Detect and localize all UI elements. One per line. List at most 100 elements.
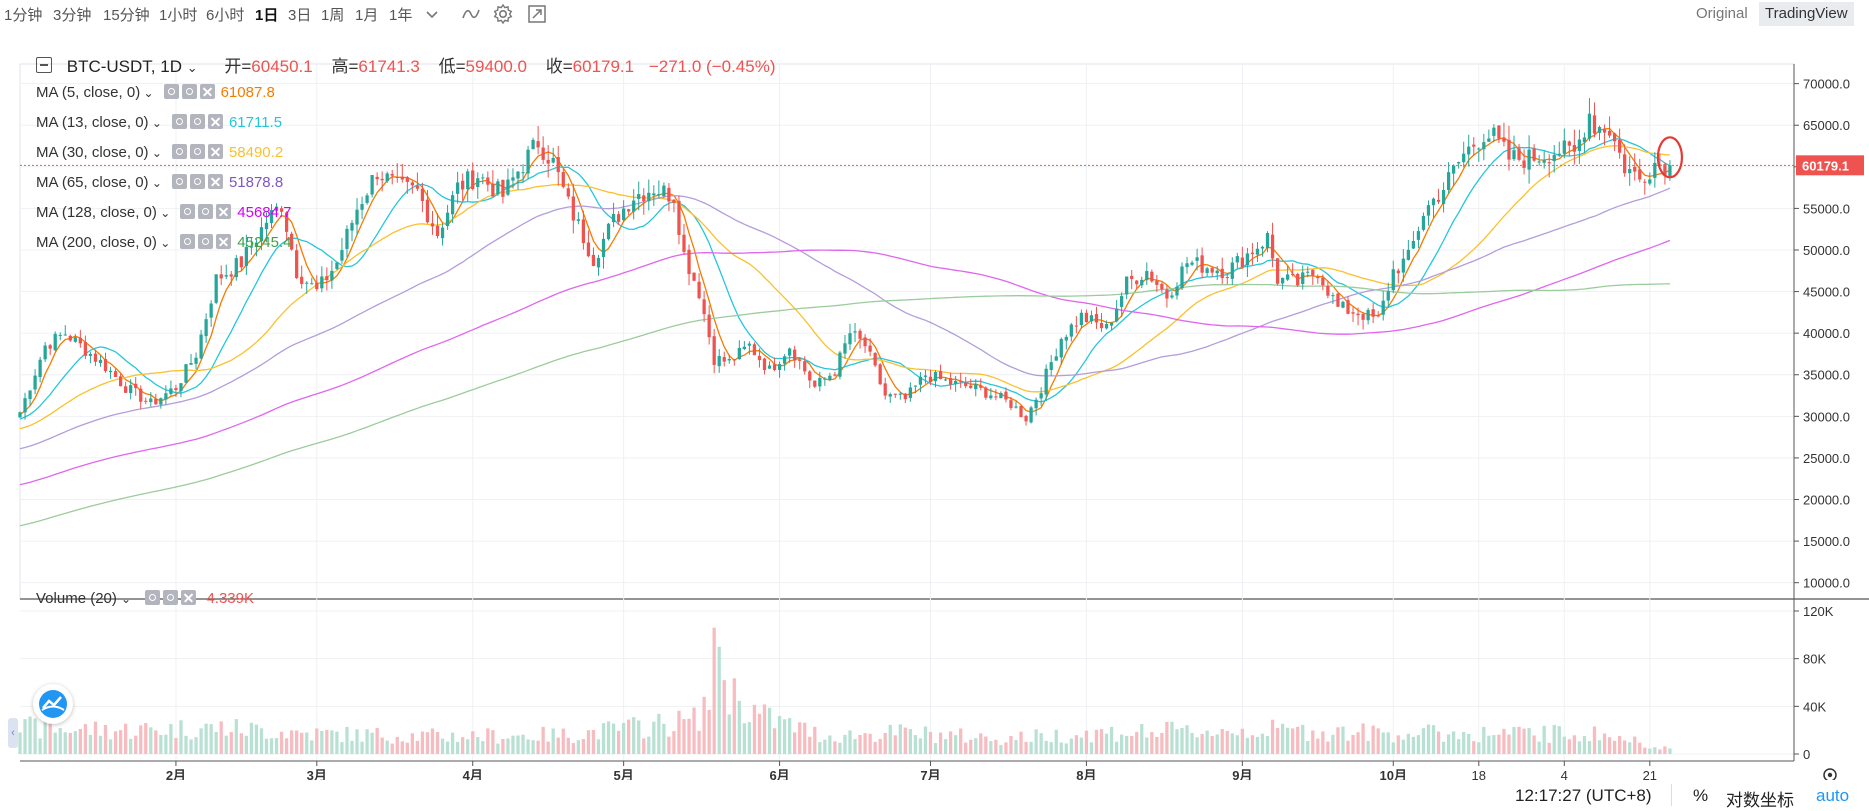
visibility-icon[interactable] (180, 234, 196, 249)
volume-bar (878, 738, 882, 754)
settings-icon[interactable] (163, 590, 179, 605)
fullscreen-icon[interactable] (526, 3, 548, 25)
indicator-label[interactable]: MA (128, close, 0) (36, 204, 157, 221)
volume-bar (606, 721, 611, 754)
close-icon[interactable] (216, 204, 232, 219)
settings-icon[interactable] (189, 174, 205, 189)
timeframe-3m[interactable]: 3分钟 (53, 7, 92, 24)
volume-bar (657, 713, 661, 754)
settings-icon[interactable] (181, 84, 197, 99)
candlestick-chart[interactable]: 10000.0 15000.0 20000.0 25000.0 30000.0 35000… (0, 28, 1869, 780)
gear-icon[interactable] (492, 3, 514, 25)
close-icon[interactable] (207, 144, 223, 159)
volume-bar (652, 721, 656, 754)
tradingview-logo[interactable] (33, 684, 73, 724)
timeframe-1h[interactable]: 1小时 (159, 7, 198, 24)
indicator-label[interactable]: MA (200, close, 0) (36, 234, 157, 251)
timeframe-1mo[interactable]: 1月 (355, 7, 379, 24)
log-scale-toggle[interactable]: 对数坐标 (1726, 791, 1794, 810)
visibility-icon[interactable] (163, 84, 179, 99)
settings-icon[interactable] (198, 204, 214, 219)
chevron-down-icon[interactable]: ⌄ (186, 60, 198, 75)
volume-bar (908, 729, 912, 754)
price-tick-label: 45000.0 (1803, 285, 1850, 300)
candle-body (360, 203, 364, 210)
indicator-label[interactable]: MA (30, close, 0) (36, 144, 149, 161)
candle-body (903, 393, 907, 400)
volume-bar (762, 704, 767, 754)
candle-body (1054, 356, 1058, 361)
volume-bar (486, 728, 490, 754)
volume-bar (808, 736, 812, 754)
indicator-label[interactable]: MA (5, close, 0) (36, 84, 141, 101)
scroll-handle[interactable]: ‹ (8, 718, 18, 748)
settings-icon[interactable] (198, 234, 214, 249)
candle-body (279, 208, 284, 212)
chevron-down-icon[interactable]: ⌄ (148, 176, 162, 190)
chevron-down-icon[interactable]: ⌄ (121, 592, 132, 606)
timeframe-1y[interactable]: 1年 (389, 7, 413, 24)
view-tradingview-button[interactable]: TradingView (1759, 2, 1854, 26)
close-icon[interactable] (207, 114, 223, 129)
chevron-down-icon[interactable]: ⌄ (156, 236, 171, 250)
auto-scale-toggle[interactable]: auto (1816, 786, 1850, 805)
candle-body (430, 223, 435, 227)
indicator-label[interactable]: MA (13, close, 0) (36, 114, 149, 131)
candle-body (531, 139, 535, 150)
candle-body (974, 384, 978, 390)
candle-body (541, 147, 545, 160)
collapse-icon[interactable] (36, 57, 52, 73)
indicator-icon[interactable] (460, 3, 482, 25)
symbol-label[interactable]: BTC-USDT, 1D (66, 57, 182, 76)
volume-bar (43, 718, 47, 754)
visibility-icon[interactable] (180, 204, 196, 219)
percent-toggle[interactable]: % (1693, 786, 1709, 805)
candle-body (1155, 280, 1159, 285)
volume-bar (571, 743, 575, 754)
candle-body (798, 359, 802, 361)
candle-body (556, 157, 560, 173)
candle-body (93, 353, 98, 362)
timeframe-1w[interactable]: 1周 (321, 7, 345, 24)
indicator-label[interactable]: MA (65, close, 0) (36, 174, 149, 191)
candle-body (692, 272, 696, 281)
volume-bar (853, 739, 857, 754)
visibility-icon[interactable] (145, 590, 161, 605)
volume-bar (18, 732, 22, 754)
candle-body (742, 346, 746, 350)
settings-icon[interactable] (189, 114, 205, 129)
volume-bar (118, 730, 123, 754)
candle-body (1296, 273, 1300, 286)
candle-body (98, 359, 103, 363)
candle-body (310, 283, 314, 285)
volume-label[interactable]: Volume (20) (36, 590, 117, 607)
chevron-down-icon[interactable]: ⌄ (140, 86, 154, 100)
view-original-button[interactable]: Original (1696, 5, 1748, 22)
timeframe-1m[interactable]: 1分钟 (4, 7, 43, 24)
close-icon[interactable] (181, 590, 197, 605)
chevron-down-icon[interactable]: ⌄ (156, 206, 171, 220)
chevron-down-icon[interactable]: ⌄ (148, 116, 162, 130)
volume-bar (1381, 732, 1385, 754)
visibility-icon[interactable] (171, 114, 187, 129)
candle-body (28, 390, 32, 400)
close-icon[interactable] (199, 84, 215, 99)
volume-bar (229, 732, 233, 754)
volume-bar (149, 727, 153, 754)
timeframe-3d[interactable]: 3日 (288, 7, 312, 24)
visibility-icon[interactable] (171, 144, 187, 159)
visibility-icon[interactable] (171, 174, 187, 189)
chevron-down-icon[interactable]: ⌄ (148, 146, 162, 160)
close-icon[interactable] (207, 174, 223, 189)
timeframe-6h[interactable]: 6小时 (206, 7, 245, 24)
candle-body (1532, 148, 1536, 161)
volume-bar (994, 739, 998, 754)
low-value: 59400.0 (465, 57, 527, 76)
timeframe-15m[interactable]: 15分钟 (103, 7, 150, 24)
settings-icon[interactable] (189, 144, 205, 159)
close-icon[interactable] (216, 234, 232, 249)
indicator-legend-row: MA (200, close, 0) ⌄ 45245.4 (36, 234, 292, 251)
chevron-down-icon[interactable] (421, 3, 443, 25)
candle-body (682, 234, 686, 252)
timeframe-1d[interactable]: 1日 (255, 7, 279, 24)
